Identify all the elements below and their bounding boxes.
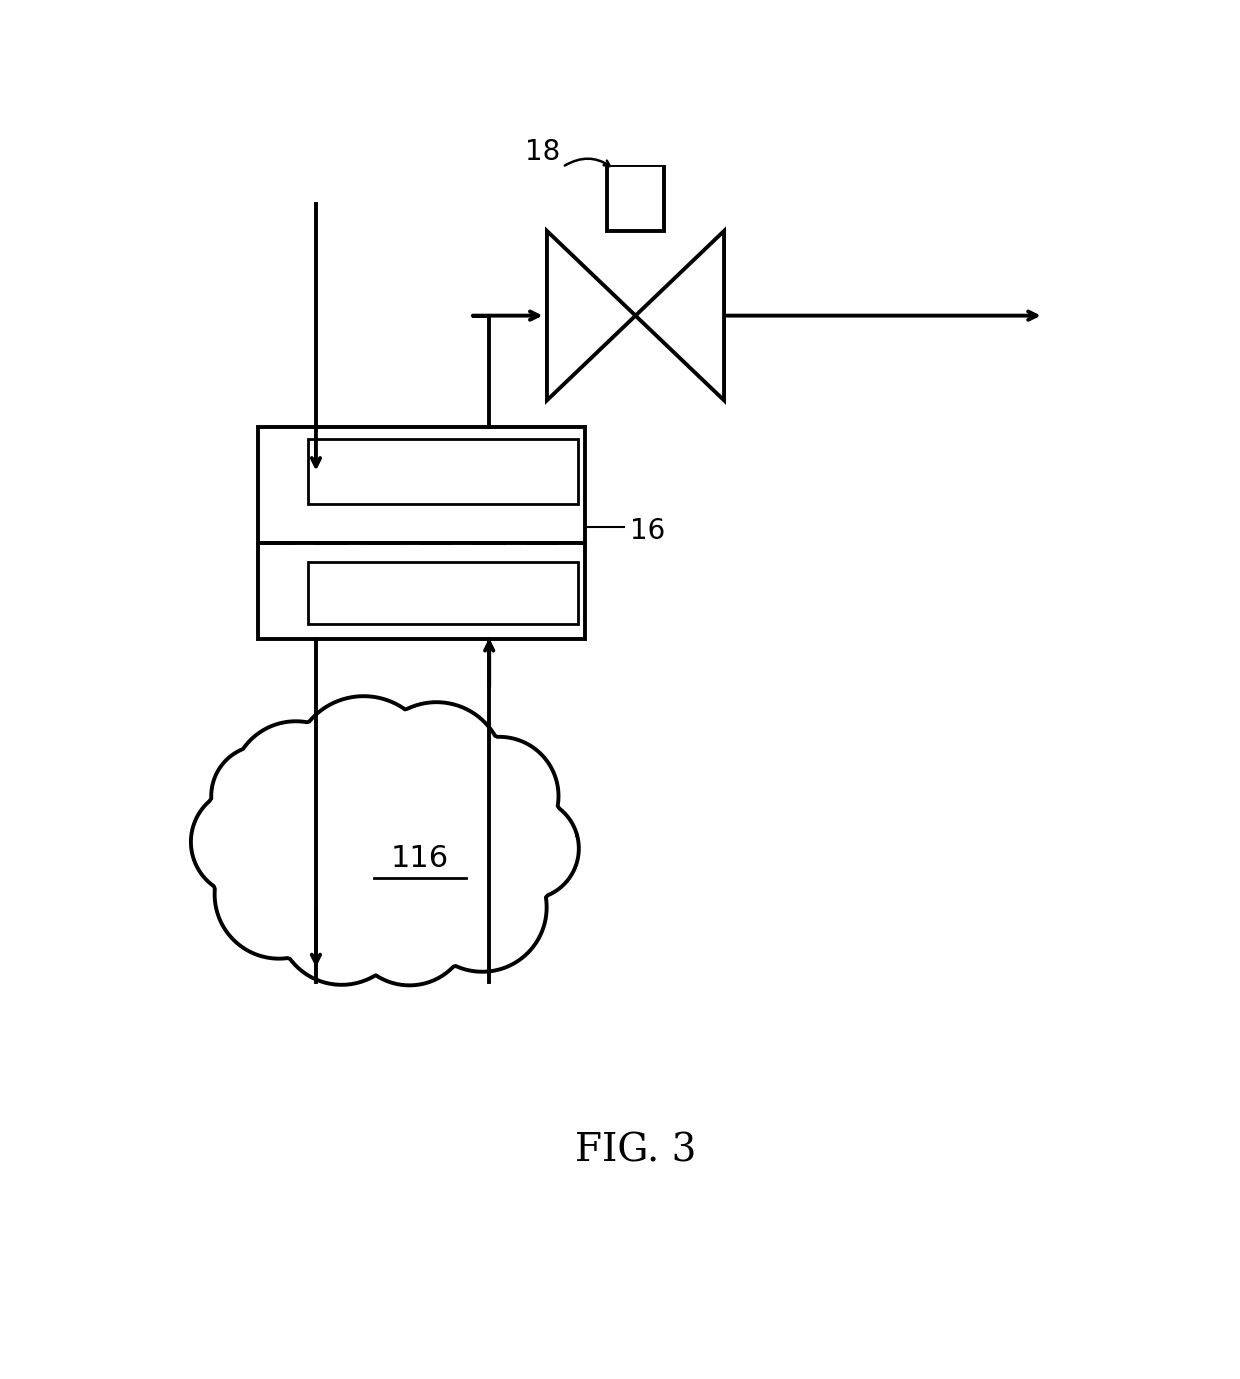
Text: 16: 16 bbox=[630, 517, 666, 545]
Text: 116: 116 bbox=[391, 844, 449, 873]
Bar bbox=[309, 439, 578, 505]
Bar bbox=[606, 165, 665, 230]
Bar bbox=[309, 563, 578, 623]
Text: FIG. 3: FIG. 3 bbox=[575, 1132, 696, 1169]
Bar bbox=[258, 427, 585, 543]
Bar bbox=[258, 543, 585, 638]
Text: 18: 18 bbox=[526, 138, 560, 165]
